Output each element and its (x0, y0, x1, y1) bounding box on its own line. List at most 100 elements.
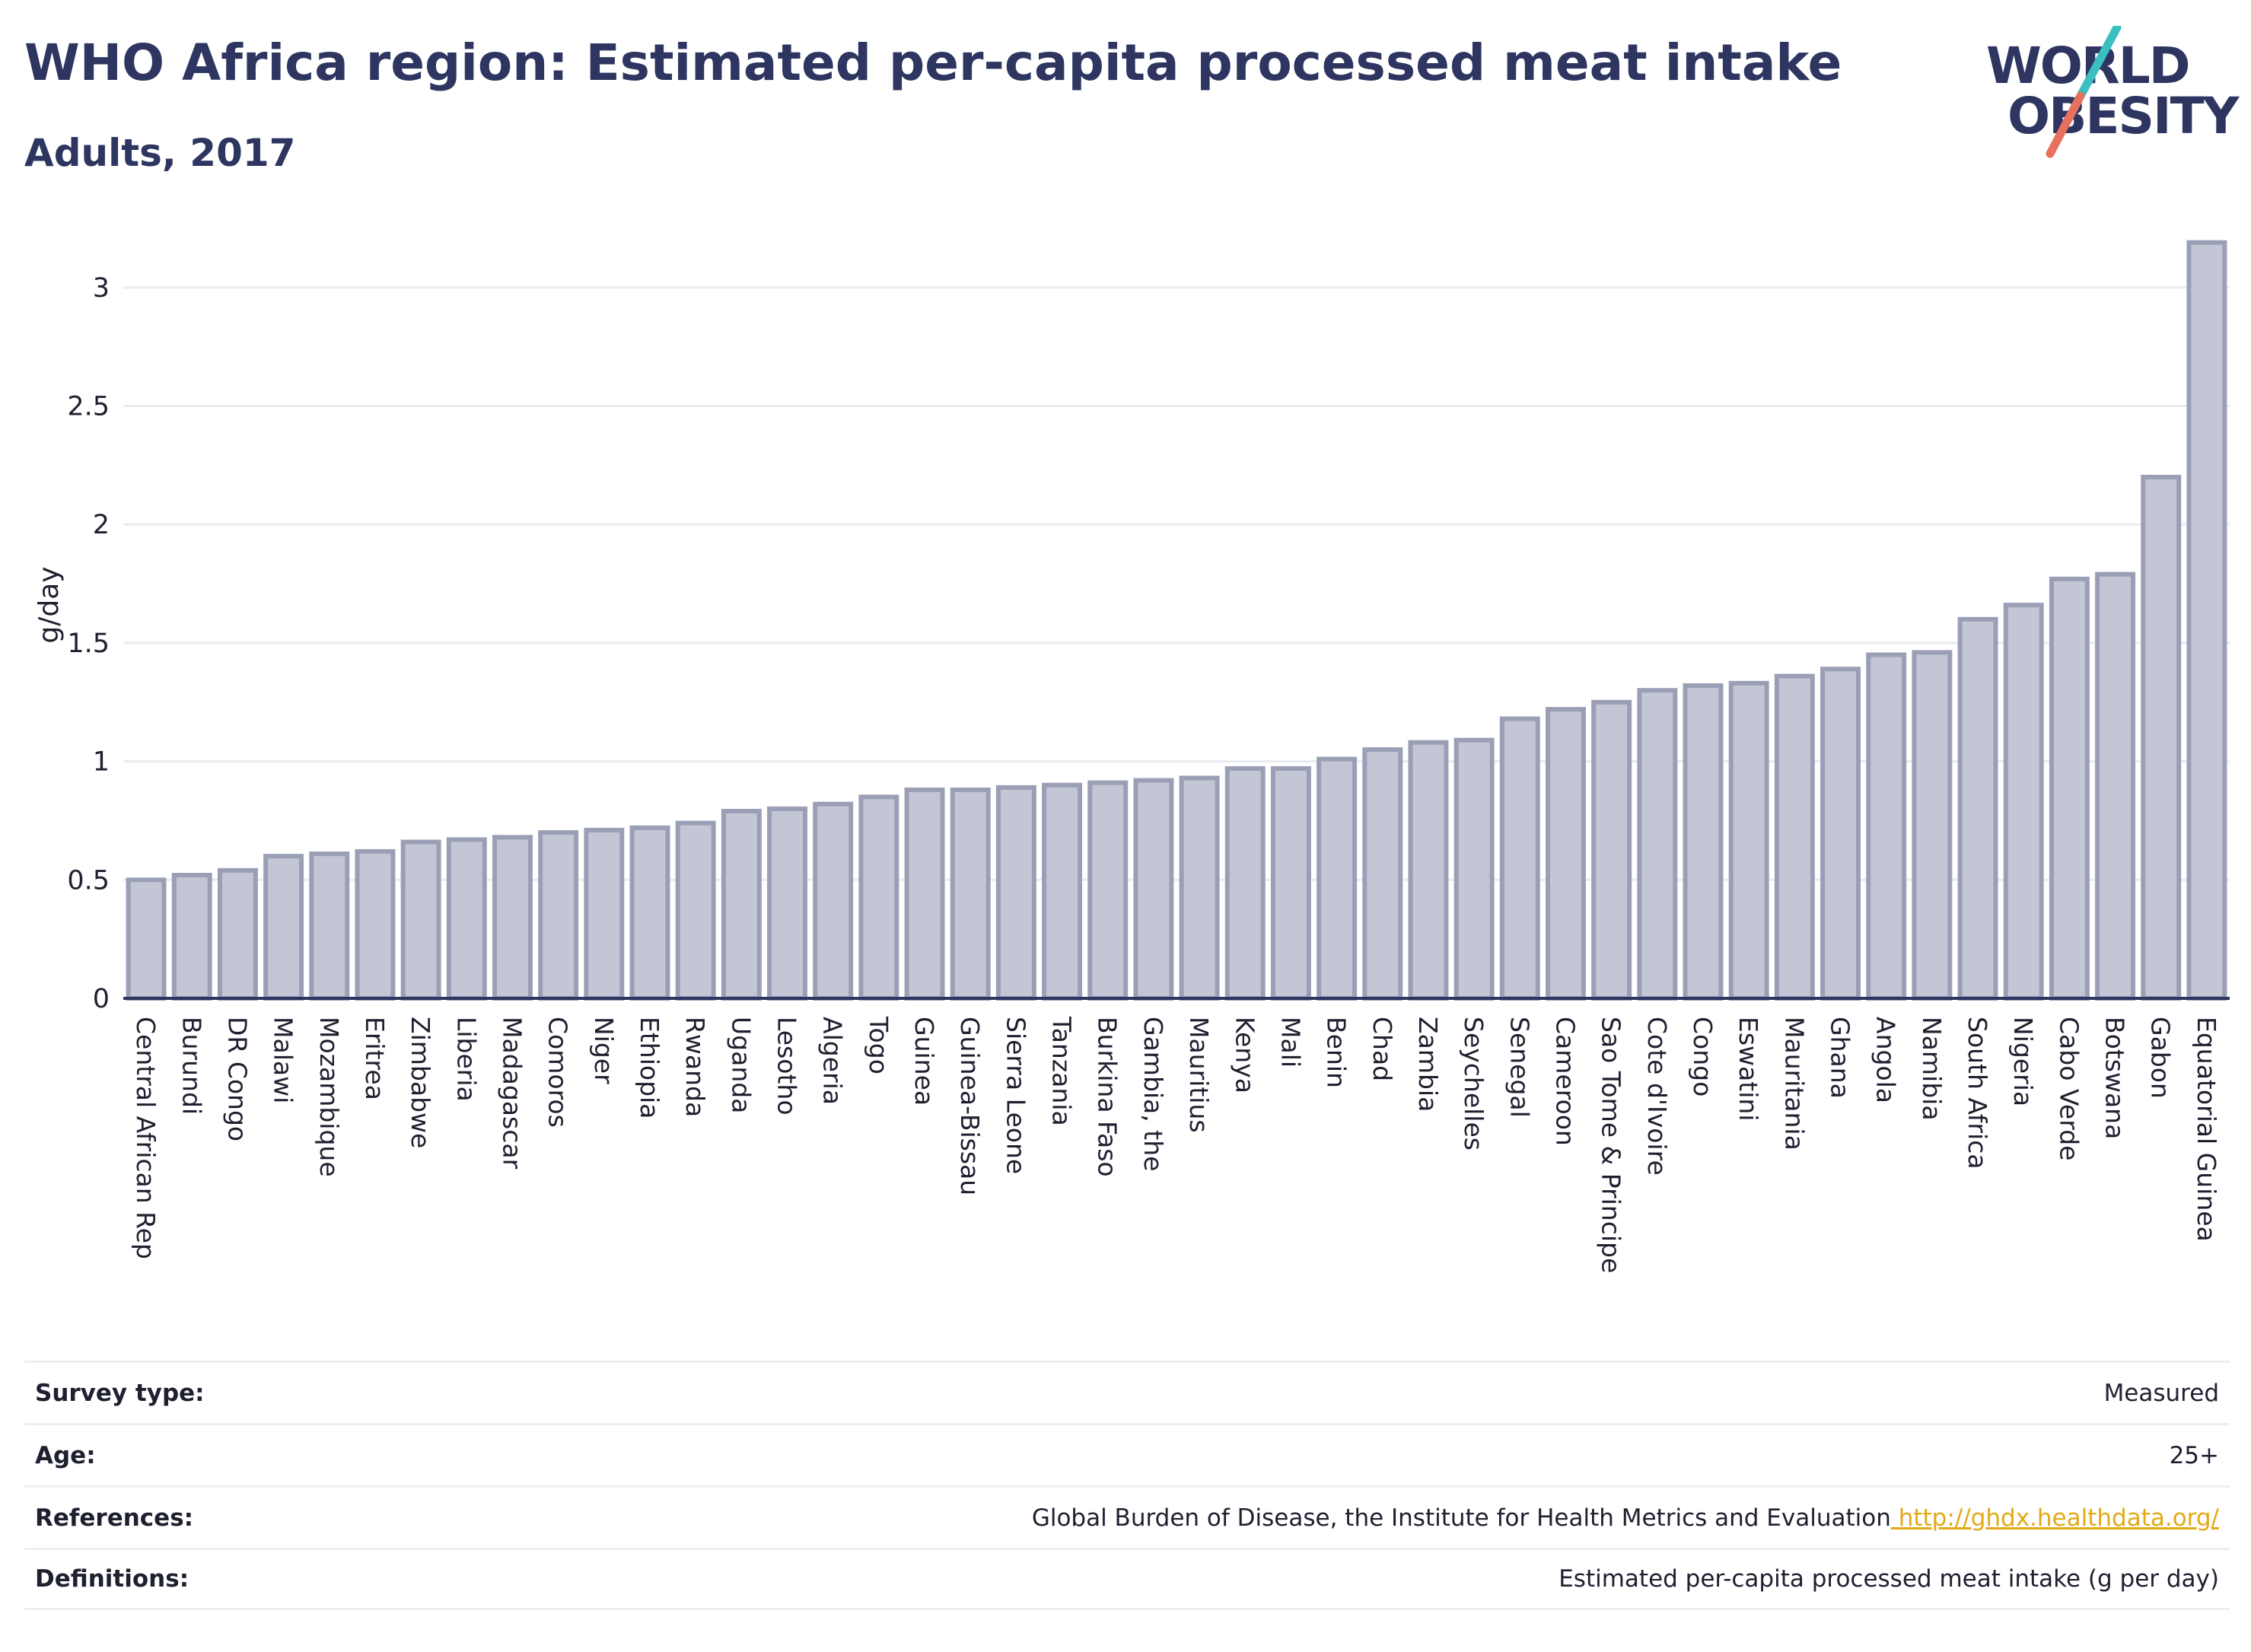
bar (1453, 737, 1495, 1001)
bar (1087, 780, 1129, 1001)
metadata-row: Survey type: Measured (24, 1361, 2230, 1423)
bar (1591, 699, 1632, 1001)
bar (1912, 650, 1953, 1001)
metadata-row: References: Global Burden of Disease, the… (24, 1485, 2230, 1548)
bar (1133, 778, 1174, 1001)
y-tick-label: 0 (93, 984, 110, 1014)
bar (2186, 240, 2227, 1001)
x-tick-label: Lesotho (772, 1017, 802, 1116)
reference-link[interactable]: http://ghdx.healthdata.org/ (1890, 1504, 2219, 1532)
x-tick-label: Equatorial Guinea (2192, 1017, 2221, 1242)
bar (1820, 667, 1861, 1001)
bar (2141, 474, 2182, 1001)
x-tick-label: Liberia (451, 1017, 481, 1102)
x-tick-label: Mali (1275, 1017, 1305, 1068)
bar (1683, 683, 1724, 1001)
bar (904, 787, 945, 1001)
x-tick-label: Rwanda (680, 1017, 710, 1117)
bar (171, 873, 212, 1001)
bar (1042, 782, 1083, 1001)
x-tick-label: Eswatini (1734, 1017, 1763, 1121)
x-tick-label: Botswana (2100, 1017, 2130, 1139)
x-tick-label: Burkina Faso (1093, 1017, 1122, 1177)
x-tick-label: DR Congo (222, 1017, 252, 1141)
bar (813, 801, 854, 1001)
x-tick-label: Gabon (2146, 1017, 2176, 1099)
bar (1317, 756, 1358, 1001)
bar (995, 785, 1036, 1001)
x-tick-label: Cabo Verde (2054, 1017, 2084, 1160)
bar (126, 877, 167, 1001)
x-tick-label: Cote d'Ivoire (1642, 1017, 1672, 1176)
bar (950, 787, 991, 1001)
x-tick-label: Madagascar (497, 1017, 527, 1170)
bar (355, 848, 396, 1001)
bar (584, 827, 625, 1001)
page-title: WHO Africa region: Estimated per-capita … (24, 33, 1842, 92)
x-tick-label: Ghana (1826, 1017, 1855, 1099)
x-tick-label: Togo (864, 1016, 893, 1074)
bar (538, 830, 579, 1001)
x-tick-label: Zambia (1413, 1017, 1443, 1112)
bar (767, 806, 807, 1001)
x-tick-label: Mozambique (314, 1017, 344, 1177)
y-tick-label: 2.5 (67, 392, 110, 422)
metadata-value: Estimated per-capita processed meat inta… (1559, 1565, 2219, 1593)
x-tick-label: Zimbabwe (406, 1017, 435, 1148)
x-tick-label: Chad (1367, 1017, 1397, 1081)
x-tick-label: Sao Tome & Principe (1597, 1017, 1626, 1273)
bar (2049, 576, 2090, 1001)
bar (1546, 707, 1586, 1001)
x-tick-label: Mauritania (1779, 1017, 1809, 1151)
bar (1499, 716, 1540, 1001)
y-tick-label: 1 (93, 747, 110, 778)
bar (2095, 571, 2136, 1001)
x-tick-label: Seychelles (1459, 1017, 1488, 1151)
x-tick-label: Nigeria (2008, 1017, 2038, 1106)
x-tick-label: Malawi (269, 1017, 298, 1103)
y-tick-label: 3 (93, 273, 110, 304)
bar (309, 851, 350, 1001)
bar (2003, 603, 2044, 1001)
x-tick-label: Gambia, the (1138, 1017, 1168, 1171)
bar-chart: 0 0.5 1 1.5 2 2.5 3 Central African Rep Burundi D… (33, 240, 2230, 1273)
metadata-row: Definitions: Estimated per-capita process… (24, 1548, 2230, 1610)
x-tick-label: Niger (589, 1017, 619, 1084)
x-tick-label: Mauritius (1184, 1017, 1214, 1133)
world-obesity-logo: WORLD OBESITY (1986, 26, 2239, 163)
bar (1637, 688, 1678, 1001)
page-subtitle: Adults, 2017 (24, 131, 296, 175)
x-tick-label: Eritrea (360, 1017, 390, 1100)
y-tick-label: 0.5 (67, 865, 110, 896)
x-tick-label: Tanzania (1047, 1016, 1077, 1126)
bar (1270, 766, 1311, 1001)
x-tick-label: Congo (1688, 1017, 1718, 1097)
bar (1362, 747, 1403, 1001)
chart-bars (126, 240, 2227, 1001)
bar (217, 867, 258, 1001)
logo-slash-icon (2046, 26, 2122, 158)
bar (1866, 652, 1907, 1001)
bar (1774, 673, 1815, 1001)
y-tick-label: 1.5 (67, 629, 110, 659)
bar (263, 854, 304, 1001)
bar (1957, 616, 1998, 1001)
bar (1728, 680, 1769, 1001)
x-tick-label: Comoros (543, 1017, 573, 1128)
bar (629, 825, 670, 1001)
metadata-value: Measured (2103, 1379, 2219, 1407)
bar (492, 835, 533, 1001)
x-tick-label: Namibia (1917, 1017, 1947, 1121)
metadata-value: 25+ (2169, 1441, 2219, 1469)
bar (446, 837, 487, 1001)
x-tick-label: Central African Rep (131, 1017, 161, 1259)
bar (1179, 775, 1220, 1001)
x-tick-label: Benin (1322, 1017, 1352, 1088)
bar (1224, 766, 1266, 1001)
x-tick-label: Angola (1871, 1017, 1901, 1103)
x-tick-label: Uganda (726, 1017, 756, 1113)
logo-line-2: OBESITY (2007, 87, 2239, 145)
x-tick-label: Guinea (909, 1017, 939, 1106)
bar (400, 839, 441, 1001)
x-tick-label: Cameroon (1550, 1017, 1580, 1146)
